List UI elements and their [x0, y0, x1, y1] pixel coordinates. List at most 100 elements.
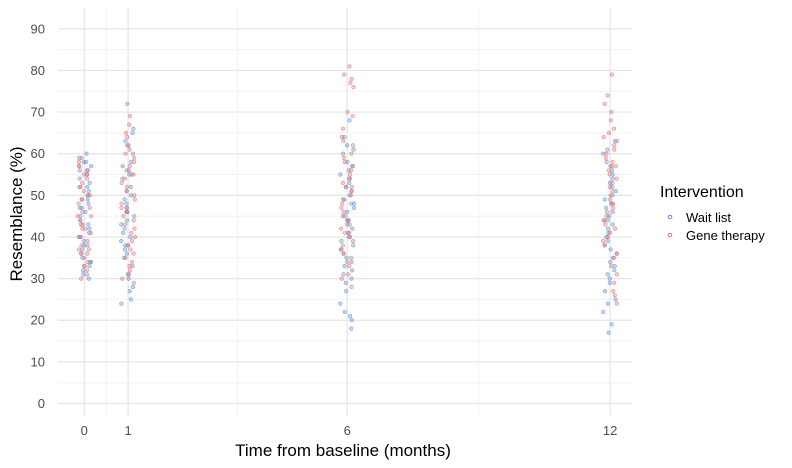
legend-item-wait-list: Wait list — [667, 210, 731, 225]
data-point — [130, 284, 136, 290]
data-point — [79, 197, 84, 202]
data-point — [125, 101, 130, 106]
data-point — [606, 130, 612, 135]
data-point — [128, 159, 133, 165]
data-point — [610, 164, 615, 169]
legend-label-wait-list: Wait list — [686, 210, 731, 225]
data-point — [131, 280, 136, 285]
data-point — [81, 272, 86, 277]
data-point — [78, 184, 83, 190]
data-point — [83, 226, 88, 231]
data-point — [347, 193, 352, 198]
data-point — [339, 276, 344, 281]
data-point — [124, 209, 129, 215]
data-point — [86, 189, 91, 194]
data-point — [345, 159, 350, 165]
data-point — [82, 243, 87, 248]
data-point — [124, 184, 129, 190]
data-point — [351, 84, 356, 90]
data-point — [601, 151, 606, 156]
data-point — [124, 189, 129, 194]
data-point — [345, 109, 350, 115]
y-tick-label: 70 — [31, 105, 45, 120]
data-point — [349, 184, 354, 190]
legend-title: Intervention — [660, 184, 744, 201]
data-point — [123, 130, 128, 135]
data-point — [339, 226, 344, 231]
data-point — [87, 205, 92, 210]
data-point — [351, 147, 356, 152]
data-point — [347, 176, 353, 181]
data-point — [608, 193, 613, 198]
data-point — [124, 168, 129, 173]
data-point — [88, 259, 93, 265]
data-point — [607, 197, 613, 202]
data-point — [348, 80, 353, 85]
data-point — [349, 318, 354, 323]
data-point — [348, 193, 354, 198]
data-point — [344, 218, 350, 223]
data-point — [342, 309, 347, 315]
data-point — [604, 151, 609, 156]
data-point — [606, 330, 611, 335]
data-point — [607, 230, 613, 235]
data-point — [604, 214, 609, 219]
y-tick-label: 80 — [31, 63, 45, 78]
data-point — [128, 234, 133, 240]
data-point — [85, 259, 90, 265]
data-point — [121, 214, 126, 219]
data-point — [347, 180, 352, 185]
data-point — [127, 264, 132, 269]
data-point — [125, 243, 130, 248]
y-tick-label: 20 — [31, 313, 45, 328]
data-point — [614, 272, 619, 277]
data-point — [79, 205, 84, 210]
data-point — [349, 259, 354, 265]
data-point — [132, 226, 137, 231]
data-point — [127, 164, 132, 169]
data-point — [87, 180, 92, 185]
data-point — [341, 209, 346, 215]
data-point — [131, 218, 136, 223]
data-point — [88, 230, 93, 235]
data-point — [613, 189, 619, 194]
data-point — [119, 201, 124, 206]
data-point — [86, 222, 91, 227]
data-point — [130, 130, 135, 135]
data-point — [341, 139, 346, 144]
data-point — [608, 259, 613, 265]
data-point — [612, 293, 617, 298]
data-point — [78, 276, 84, 281]
data-point — [349, 276, 354, 281]
data-point — [82, 264, 87, 269]
data-point — [610, 172, 615, 177]
data-point — [340, 201, 345, 206]
data-point — [125, 143, 130, 148]
data-point — [609, 264, 614, 269]
y-tick-label: 40 — [31, 229, 45, 244]
data-point — [132, 197, 137, 202]
y-tick-label: 50 — [31, 188, 45, 203]
data-point — [346, 272, 351, 277]
data-point — [86, 276, 91, 281]
data-point — [76, 155, 82, 160]
data-point — [347, 230, 352, 235]
data-point — [605, 239, 610, 244]
data-point — [614, 176, 619, 181]
legend-item-gene-therapy: Gene therapy — [667, 228, 765, 243]
data-point — [610, 180, 615, 185]
data-point — [132, 159, 137, 165]
data-point — [81, 239, 86, 244]
data-point — [130, 259, 135, 265]
data-point — [603, 222, 608, 227]
data-point — [131, 126, 136, 131]
data-point — [605, 226, 611, 231]
data-point — [607, 172, 612, 177]
data-point — [78, 218, 83, 223]
data-point — [76, 201, 81, 206]
data-point — [78, 214, 83, 219]
data-point — [122, 226, 127, 231]
data-point — [608, 247, 613, 252]
data-point — [605, 301, 611, 306]
